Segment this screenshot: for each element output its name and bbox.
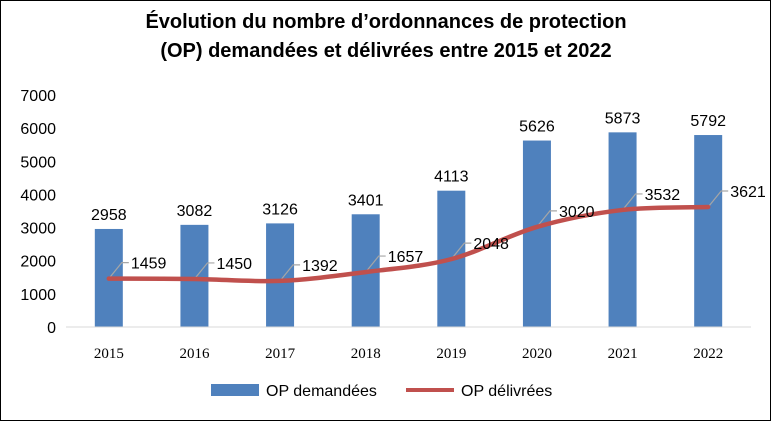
- bar-value-label-2015: 2958: [91, 207, 127, 224]
- line-path-delivrees: [106, 204, 711, 284]
- x-tick-label-2015: 2015: [94, 346, 124, 362]
- bar-value-label-2022: 5792: [690, 113, 726, 130]
- line-value-label-2022: 3621: [730, 184, 766, 201]
- y-tick-label-2000: 2000: [20, 254, 56, 271]
- bar-value-label-2017: 3126: [262, 201, 298, 218]
- y-tick-label-7000: 7000: [20, 88, 56, 105]
- x-tick-label-2020: 2020: [522, 346, 552, 362]
- line-value-label-2021: 3532: [645, 187, 681, 204]
- leader-2015: [108, 262, 129, 280]
- legend-swatch-demandees: [211, 384, 259, 396]
- x-tick-label-2018: 2018: [351, 346, 381, 362]
- x-axis: 2015 2016 2017 2018 2019 2020 2021 2022: [66, 326, 751, 362]
- leader-2016: [193, 262, 215, 280]
- bar-2020: [522, 140, 551, 327]
- leader-2019: [450, 242, 472, 260]
- bar-series: [94, 132, 723, 327]
- x-tick-label-2017: 2017: [265, 346, 296, 362]
- y-tick-label-6000: 6000: [20, 121, 56, 138]
- bar-value-label-2016: 3082: [177, 203, 213, 220]
- legend-label-delivrees: OP délivrées: [461, 383, 552, 400]
- bar-2021: [608, 132, 637, 327]
- line-value-label-2015: 1459: [131, 256, 167, 273]
- bar-2017: [266, 223, 295, 327]
- y-tick-label-3000: 3000: [20, 221, 56, 238]
- chart-title-line-1: Évolution du nombre d’ordonnances de pro…: [145, 10, 626, 33]
- y-tick-label-4000: 4000: [20, 187, 56, 204]
- chart-title-line-2: (OP) demandées et délivrées entre 2015 e…: [160, 40, 611, 62]
- legend-label-demandees: OP demandées: [266, 383, 377, 400]
- bar-value-label-2021: 5873: [605, 110, 641, 127]
- y-axis: 0 1000 2000 3000 4000 5000 6000 7000: [20, 88, 56, 337]
- line-value-label-2020: 3020: [559, 204, 595, 221]
- bar-value-label-2018: 3401: [348, 192, 384, 209]
- legend: OP demandées OP délivrées: [211, 383, 552, 400]
- y-tick-label-1000: 1000: [20, 287, 56, 304]
- bar-2016: [180, 224, 209, 327]
- line-series: [106, 204, 711, 284]
- x-tick-label-2019: 2019: [436, 346, 466, 362]
- y-tick-label-5000: 5000: [20, 154, 56, 171]
- x-tick-label-2016: 2016: [179, 346, 210, 362]
- leader-2020: [536, 210, 557, 228]
- line-value-label-2016: 1450: [216, 256, 252, 273]
- y-tick-label-0: 0: [47, 320, 56, 337]
- data-labels: 2958 3082 3126 3401 4113 5626 5873 5792 1459 1450…: [91, 110, 766, 275]
- line-value-label-2019: 2048: [473, 236, 509, 253]
- bar-2022: [694, 135, 723, 327]
- bar-value-label-2020: 5626: [519, 119, 555, 136]
- line-label-leaders: [108, 190, 729, 282]
- x-tick-label-2021: 2021: [608, 346, 638, 362]
- leader-2022: [707, 190, 729, 208]
- leader-2018: [365, 255, 386, 273]
- line-value-label-2017: 1392: [302, 258, 338, 275]
- line-value-label-2018: 1657: [388, 249, 424, 266]
- bar-value-label-2019: 4113: [434, 169, 469, 186]
- x-tick-label-2022: 2022: [693, 346, 723, 362]
- leader-2017: [279, 264, 301, 282]
- leader-2021: [622, 193, 643, 211]
